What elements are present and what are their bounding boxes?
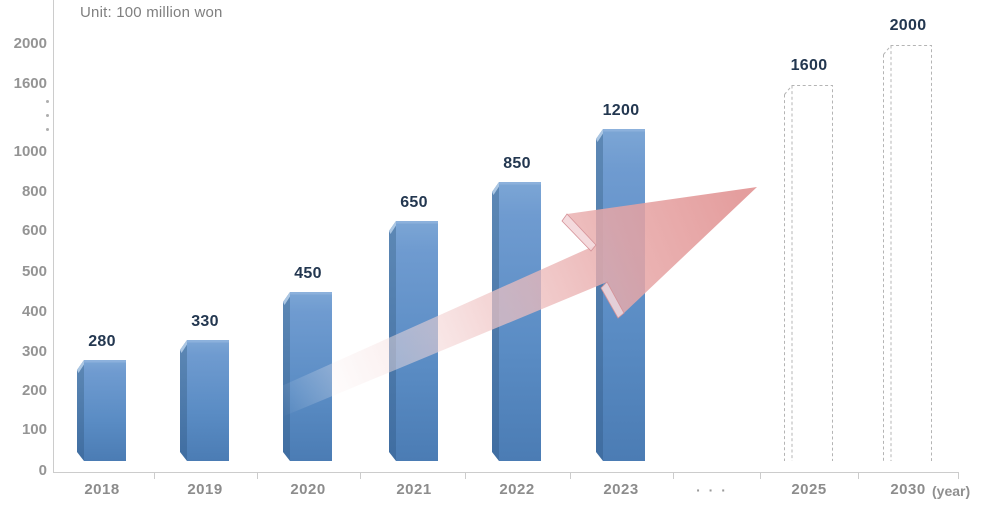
x-axis-line	[53, 472, 959, 473]
x-axis-category-label-2025: 2025	[791, 481, 827, 498]
bar-shape	[596, 129, 645, 461]
y-axis-tick-label-1000: 1000	[13, 143, 47, 160]
bar-shape	[389, 221, 438, 461]
x-axis-tick-2	[360, 473, 361, 479]
bar-value-label-2018: 280	[88, 333, 116, 350]
growth-arrow-facet-bottom	[600, 281, 625, 319]
bar-value-label-2021: 650	[400, 194, 428, 211]
x-axis-category-label-2019: 2019	[187, 481, 223, 498]
y-axis-tick-label-1600: 1600	[13, 75, 47, 92]
bar-value-label-2022: 850	[503, 155, 531, 172]
bar-2018	[77, 360, 127, 461]
x-axis-tick-0	[153, 473, 155, 479]
x-axis-category-label-2018: 2018	[84, 481, 120, 498]
x-axis-category-label-2020: 2020	[290, 481, 326, 498]
y-axis-tick-label-800: 800	[21, 183, 47, 200]
x-axis-tick-5	[673, 473, 674, 479]
bar-value-label-2030: 2000	[889, 17, 927, 34]
y-axis-tick-label-100: 100	[21, 421, 47, 438]
bar-2022	[492, 182, 542, 461]
x-axis-category-label-2022: 2022	[499, 481, 535, 498]
bar-2021	[389, 221, 439, 461]
bar-value-label-2020: 450	[294, 265, 322, 282]
bar-2025	[784, 84, 834, 461]
bar-value-label-2019: 330	[191, 313, 219, 330]
x-axis-tick-3	[465, 473, 466, 479]
y-axis-tick-label-500: 500	[21, 263, 47, 280]
bar-2023	[596, 129, 646, 461]
x-axis-tick-4	[570, 473, 571, 479]
growth-arrow-facet-top	[561, 213, 597, 252]
bar-2019	[180, 340, 230, 461]
bar-value-label-2023: 1200	[602, 102, 640, 119]
y-axis-tick-label-400: 400	[21, 303, 47, 320]
projected-bar-outline	[883, 45, 932, 461]
bar-shape	[283, 292, 332, 461]
y-axis-line	[53, 0, 54, 472]
y-axis-tick-label-300: 300	[21, 343, 47, 360]
x-axis-tick-1	[257, 473, 258, 479]
y-axis-tick-label-0: 0	[38, 462, 47, 479]
y-axis-tick-label-200: 200	[21, 382, 47, 399]
projected-bar-outline	[784, 85, 833, 461]
bar-shape	[180, 340, 229, 461]
unit-label: Unit: 100 million won	[80, 4, 223, 21]
bar-value-label-2025: 1600	[790, 57, 828, 74]
x-axis-tick-7	[858, 473, 859, 479]
x-axis-category-label-2023: 2023	[603, 481, 639, 498]
bar-2020	[283, 292, 333, 461]
x-axis-break-dots: · · ·	[696, 482, 728, 498]
y-axis-tick-label-600: 600	[21, 222, 47, 239]
x-axis-tick-8	[958, 473, 959, 479]
bar-2030	[883, 44, 933, 461]
bar-shape	[77, 360, 126, 461]
y-axis-break-dots	[46, 100, 52, 142]
x-axis-tick-6	[760, 473, 761, 479]
x-axis-year-suffix: (year)	[932, 483, 971, 499]
y-axis-tick-label-2000: 2000	[13, 35, 47, 52]
growth-arrow-shape	[266, 187, 757, 419]
x-axis-category-label-2021: 2021	[396, 481, 432, 498]
bar-shape	[492, 182, 541, 461]
